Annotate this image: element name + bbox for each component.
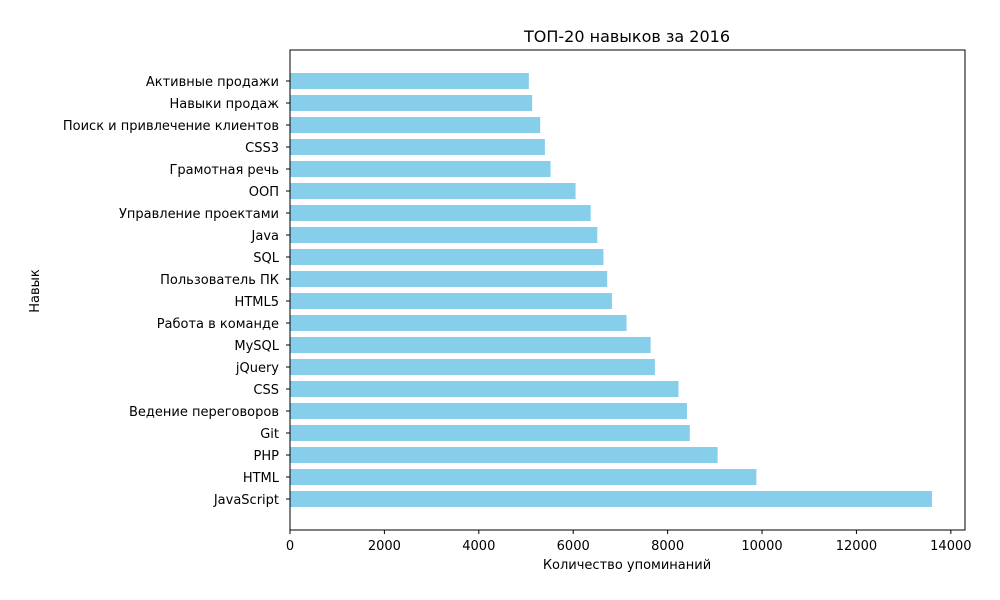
bar xyxy=(290,381,679,397)
y-tick-label: PHP xyxy=(254,449,280,464)
bar xyxy=(290,205,591,221)
y-tick-labels: JavaScript HTML PHP Git Ведение переговоров C… xyxy=(63,75,290,508)
bar xyxy=(290,249,604,265)
x-tick-label: 10000 xyxy=(741,539,782,554)
bar xyxy=(290,95,533,111)
bar xyxy=(290,425,690,441)
x-axis-ticks: 0 2000 4000 6000 8000 10000 12000 14000 xyxy=(286,530,972,554)
bar xyxy=(290,293,612,309)
y-tick-label: HTML5 xyxy=(235,295,279,310)
bar xyxy=(290,227,598,243)
bar xyxy=(290,315,627,331)
y-tick-label: CSS xyxy=(253,383,279,398)
bar xyxy=(290,491,932,507)
y-tick-label: Навыки продаж xyxy=(170,97,280,112)
y-tick-label: MySQL xyxy=(234,339,279,354)
bar xyxy=(290,359,655,375)
y-tick-label: JavaScript xyxy=(213,493,279,508)
bar xyxy=(290,469,757,485)
y-tick-label: Ведение переговоров xyxy=(129,405,279,420)
y-tick-label: Пользователь ПК xyxy=(160,273,279,288)
bar xyxy=(290,117,541,133)
x-tick-label: 4000 xyxy=(462,539,495,554)
x-tick-label: 8000 xyxy=(651,539,684,554)
y-tick-label: SQL xyxy=(253,251,279,266)
bars-group xyxy=(290,73,932,507)
chart-title: ТОП-20 навыков за 2016 xyxy=(523,27,730,46)
bar xyxy=(290,183,576,199)
y-tick-label: Грамотная речь xyxy=(170,163,280,178)
plot-frame xyxy=(289,49,966,531)
y-tick-label: Работа в команде xyxy=(157,317,279,332)
y-tick-label: Git xyxy=(260,427,279,442)
bar xyxy=(290,337,651,353)
x-tick-label: 6000 xyxy=(557,539,590,554)
bar xyxy=(290,161,551,177)
y-tick-label: Java xyxy=(251,229,279,244)
bar xyxy=(290,447,718,463)
y-tick-label: Поиск и привлечение клиентов xyxy=(63,119,279,134)
bar xyxy=(290,403,687,419)
bar xyxy=(290,271,608,287)
y-tick-label: CSS3 xyxy=(245,141,279,156)
x-axis-label: Количество упоминаний xyxy=(543,558,711,573)
y-tick-label: Управление проектами xyxy=(119,207,279,222)
bar xyxy=(290,139,545,155)
y-axis-label: Навык xyxy=(28,269,43,313)
y-tick-label: HTML xyxy=(243,471,280,486)
y-tick-label: jQuery xyxy=(235,361,279,376)
x-tick-label: 14000 xyxy=(930,539,971,554)
x-tick-label: 12000 xyxy=(836,539,877,554)
bar xyxy=(290,73,529,89)
x-tick-label: 2000 xyxy=(368,539,401,554)
y-tick-label: ООП xyxy=(249,185,279,200)
x-tick-label: 0 xyxy=(286,539,294,554)
y-tick-label: Активные продажи xyxy=(146,75,279,90)
